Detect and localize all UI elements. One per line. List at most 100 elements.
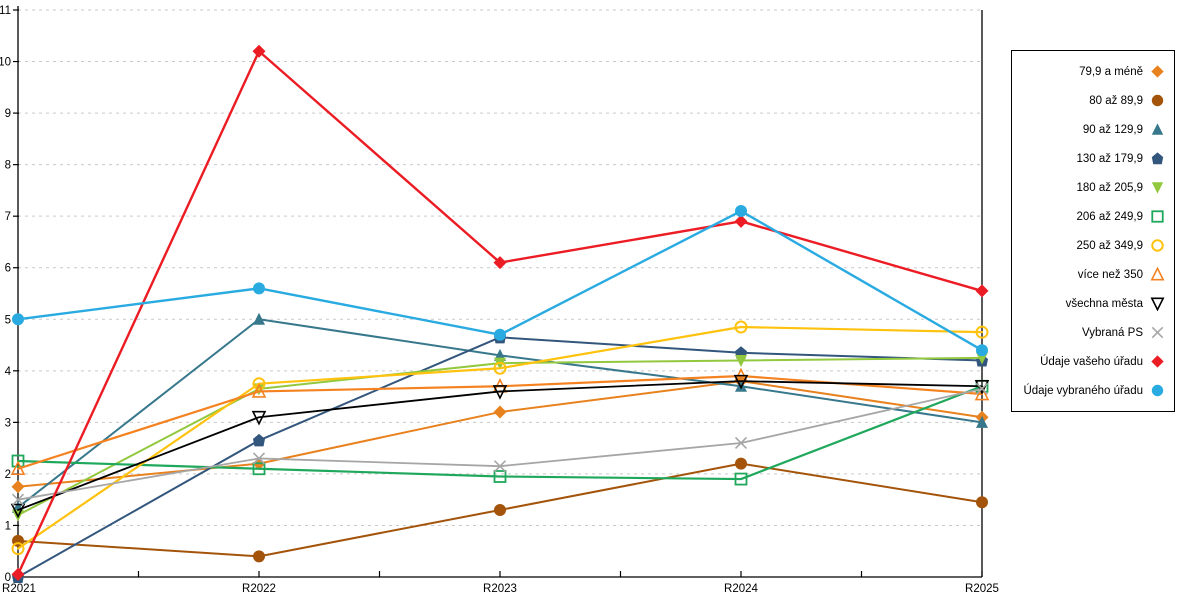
data-point [10, 503, 26, 519]
legend-item-12[interactable]: Údaje vybraného úřadu [1016, 383, 1165, 398]
circle-legend-marker-icon [1151, 94, 1164, 107]
y-tick-label: 7 [5, 211, 11, 223]
legend-label: Údaje vašeho úřadu [1040, 355, 1143, 368]
legend-label: více než 350 [1077, 268, 1143, 281]
data-point [253, 282, 265, 295]
x-tick-label: R2022 [242, 583, 276, 595]
y-tick-label: 2 [5, 469, 11, 481]
data-point [253, 312, 265, 325]
data-point [976, 496, 988, 509]
legend-label: 206 až 249,9 [1076, 210, 1143, 223]
pentagon-legend-marker-icon [1151, 152, 1164, 165]
y-tick-label: 8 [5, 160, 11, 172]
legend-item-3[interactable]: 90 až 129,9 [1016, 122, 1165, 137]
legend-item-11[interactable]: Údaje vašeho úřadu [1016, 354, 1165, 369]
legend-item-4[interactable]: 130 až 179,9 [1016, 151, 1165, 166]
square-open-legend-marker-icon [1151, 210, 1164, 223]
data-point [494, 328, 506, 341]
data-point [976, 352, 988, 365]
triangle-down-open-legend-marker-icon [1150, 297, 1165, 311]
data-point [252, 452, 266, 465]
legend-label: Vybraná PS [1082, 326, 1143, 339]
data-point [11, 454, 25, 468]
x-tick-label: R2024 [724, 583, 758, 595]
data-point [10, 460, 26, 476]
legend-item-6[interactable]: 206 až 249,9 [1016, 209, 1165, 224]
circle-legend-marker-icon [1151, 384, 1164, 397]
data-point [735, 379, 747, 392]
legend-label: všechna města [1065, 297, 1143, 310]
data-point [253, 433, 265, 447]
data-point [734, 436, 748, 450]
data-point [975, 382, 989, 395]
chart-legend: 79,9 a méně 80 až 89,9 90 až 129,9 130 až 1… [1011, 50, 1175, 412]
triangle-up-legend-marker-icon [1151, 123, 1164, 135]
series-line-6 [16, 385, 984, 481]
data-point [493, 405, 507, 419]
y-tick-label: 0 [5, 572, 11, 584]
legend-item-7[interactable]: 250 až 349,9 [1016, 238, 1165, 253]
data-point [493, 361, 507, 375]
line-chart-canvas: 0 1 2 3 4 5 6 7 8 9 10 11 R2021 R2022 R2023 R2024 R2025 [0, 5, 999, 595]
data-point [733, 374, 749, 390]
data-point [12, 313, 24, 326]
data-point [735, 205, 747, 218]
data-point [253, 550, 265, 563]
data-point [734, 214, 748, 228]
y-tick-label: 1 [5, 520, 11, 532]
data-point [11, 542, 25, 556]
data-point [251, 410, 267, 426]
data-point [494, 503, 506, 516]
y-tick-label: 11 [0, 5, 11, 17]
data-point [735, 355, 747, 368]
data-point [974, 385, 990, 401]
x-legend-marker-icon [1151, 326, 1164, 339]
data-point [252, 462, 266, 476]
legend-label: Údaje vybraného úřadu [1023, 384, 1143, 397]
y-tick-label: 5 [5, 314, 11, 326]
data-point [252, 44, 266, 58]
data-point [252, 377, 266, 391]
y-tick-label: 3 [5, 417, 11, 429]
series-line-7 [16, 325, 984, 550]
legend-label: 130 až 179,9 [1076, 152, 1143, 165]
legend-item-1[interactable]: 79,9 a méně [1016, 64, 1165, 79]
triangle-up-open-legend-marker-icon [1150, 267, 1165, 281]
y-tick-label: 9 [5, 108, 11, 120]
legend-label: 250 až 349,9 [1076, 239, 1143, 252]
data-point [975, 284, 989, 298]
legend-item-8[interactable]: více než 350 [1016, 267, 1165, 282]
y-tick-label: 10 [0, 57, 11, 69]
legend-item-9[interactable]: všechna města [1016, 296, 1165, 311]
diamond-legend-marker-icon [1151, 65, 1164, 78]
data-point [976, 344, 988, 357]
triangle-down-legend-marker-icon [1151, 182, 1164, 194]
data-point [492, 385, 508, 400]
legend-label: 79,9 a méně [1079, 65, 1143, 78]
data-point [11, 493, 25, 506]
data-point [976, 415, 988, 428]
data-point [734, 472, 748, 486]
data-point [735, 457, 747, 470]
data-point [11, 480, 25, 494]
legend-label: 180 až 205,9 [1076, 181, 1143, 194]
legend-label: 90 až 129,9 [1082, 123, 1143, 136]
data-point [251, 383, 267, 398]
y-tick-label: 6 [5, 263, 11, 275]
data-point [11, 567, 25, 581]
circle-open-legend-marker-icon [1151, 239, 1164, 252]
series-line-9 [17, 380, 983, 511]
x-tick-label: R2023 [483, 583, 517, 595]
data-point [493, 470, 507, 483]
legend-item-5[interactable]: 180 až 205,9 [1016, 180, 1165, 195]
data-point [734, 320, 748, 334]
series-line-10 [17, 387, 983, 501]
diamond-legend-marker-icon [1151, 355, 1164, 368]
legend-item-10[interactable]: Vybraná PS [1016, 325, 1165, 340]
x-tick-label: R2021 [2, 583, 36, 595]
data-point [975, 325, 989, 339]
y-tick-label: 4 [5, 366, 12, 378]
legend-item-2[interactable]: 80 až 89,9 [1016, 93, 1165, 108]
x-tick-label: R2025 [965, 583, 999, 595]
